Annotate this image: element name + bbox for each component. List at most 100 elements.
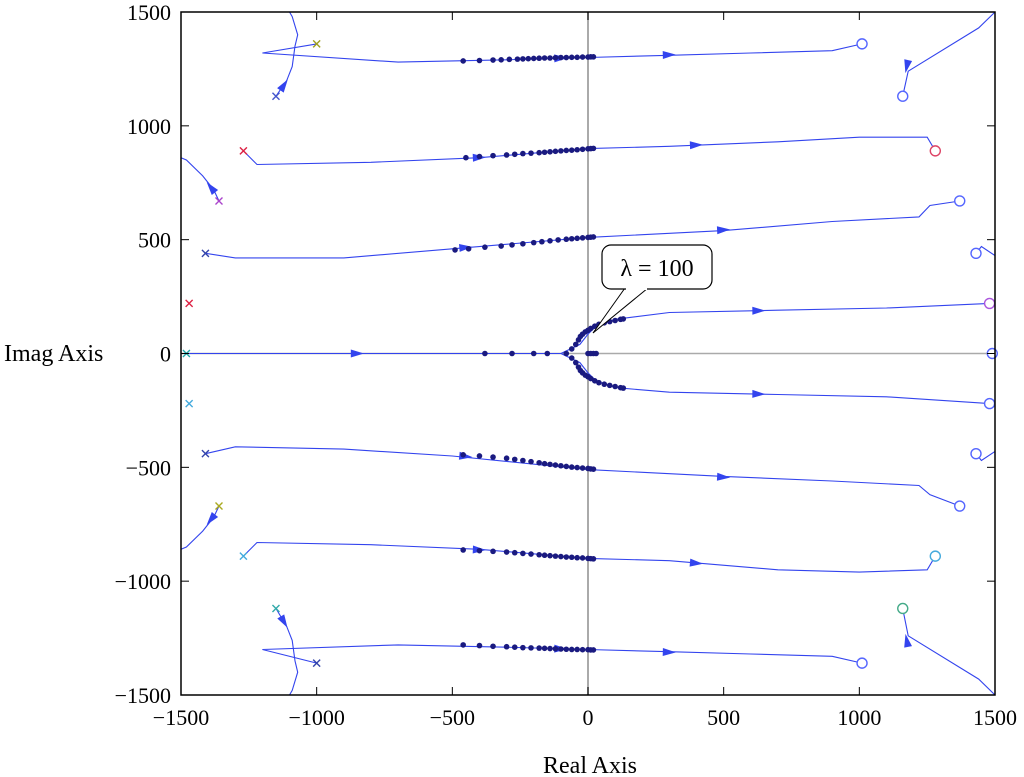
gain-point <box>574 646 580 653</box>
gain-point <box>590 54 597 60</box>
gain-point <box>563 646 570 653</box>
gain-point <box>579 465 586 471</box>
x-tick-label: 1500 <box>973 705 1017 730</box>
gain-point <box>490 643 496 650</box>
gain-point <box>590 234 597 240</box>
gain-point <box>612 383 618 390</box>
locus-branch <box>243 541 936 573</box>
gain-point <box>620 316 627 322</box>
gain-point <box>579 235 586 241</box>
direction-arrow <box>662 51 676 59</box>
direction-arrow <box>904 633 912 648</box>
pole-stroke <box>214 502 223 511</box>
gain-point <box>541 460 548 467</box>
direction-arrow <box>904 59 913 74</box>
gain-point <box>552 645 559 652</box>
gain-point <box>568 646 575 653</box>
pole-stroke <box>214 196 223 205</box>
pole-stroke <box>201 249 210 258</box>
zero-marker <box>970 447 982 460</box>
pole-stroke <box>271 604 280 613</box>
gain-point <box>544 350 551 357</box>
gain-point <box>587 325 594 332</box>
pole-marker <box>201 449 210 458</box>
gain-point <box>574 146 580 153</box>
zero-marker <box>929 550 942 562</box>
x-axis-title: Real Axis <box>543 753 637 777</box>
zero-marker <box>856 657 868 669</box>
gain-point <box>547 645 553 652</box>
zero-marker <box>954 195 966 207</box>
gain-point <box>547 238 553 244</box>
gain-point <box>520 644 526 651</box>
gain-point <box>536 645 542 651</box>
gain-point <box>558 646 564 652</box>
gain-point <box>482 244 488 250</box>
gain-point <box>563 147 570 154</box>
locus-branch <box>902 11 996 97</box>
callout-seam <box>626 287 647 290</box>
gain-point <box>490 57 496 63</box>
direction-arrow <box>689 141 704 150</box>
direction-arrow <box>206 182 219 195</box>
gain-point <box>563 463 570 470</box>
lambda-callout: λ = 100 <box>592 244 713 334</box>
x-tick-label: −1500 <box>153 705 209 730</box>
locus-branch <box>180 505 220 550</box>
pole-stroke <box>239 146 248 155</box>
gain-point <box>541 55 548 61</box>
direction-arrow <box>752 306 766 315</box>
pole-stroke <box>185 399 194 408</box>
gain-point <box>590 145 597 152</box>
gain-point <box>503 152 510 158</box>
pole-marker <box>312 39 321 48</box>
gain-point <box>476 153 483 160</box>
gain-point <box>590 647 597 653</box>
locus-branch <box>205 446 960 507</box>
gain-point <box>579 646 586 653</box>
pole-stroke <box>185 299 194 308</box>
gain-point <box>511 644 518 650</box>
gain-point <box>539 238 545 245</box>
direction-arrow <box>716 226 731 235</box>
gain-point <box>460 58 466 64</box>
gain-point <box>530 55 537 62</box>
gain-point <box>558 148 564 154</box>
zero-marker <box>897 90 909 102</box>
y-tick-label: 1000 <box>127 114 171 139</box>
gain-point <box>476 57 483 64</box>
zero-marker <box>954 500 966 512</box>
callout-box <box>601 244 713 290</box>
gain-point <box>541 645 548 652</box>
gain-point <box>536 149 542 156</box>
callout-label: λ = 100 <box>620 256 693 282</box>
gain-point <box>552 462 559 468</box>
y-tick-label: −500 <box>126 455 171 480</box>
direction-arrow <box>206 512 219 525</box>
gain-point <box>552 553 559 559</box>
gain-point <box>528 458 534 465</box>
gain-point <box>509 350 515 357</box>
gain-point <box>579 555 586 561</box>
pole-stroke <box>312 659 321 668</box>
gain-point <box>596 379 602 386</box>
pole-marker <box>239 146 248 155</box>
gain-point <box>465 245 472 252</box>
gain-point <box>574 235 580 242</box>
gain-point <box>547 148 553 155</box>
pole-stroke <box>271 92 280 101</box>
gain-point <box>528 551 534 557</box>
pole-stroke <box>239 552 248 561</box>
gain-point <box>476 547 483 554</box>
gain-point <box>574 464 580 471</box>
gain-point <box>587 375 594 382</box>
y-axis-title: Imag Axis <box>4 341 103 367</box>
gain-point <box>506 56 513 63</box>
y-tick-label: 500 <box>138 228 171 253</box>
zero-marker <box>983 297 996 310</box>
gain-point <box>612 317 618 324</box>
gain-point <box>563 350 570 357</box>
gain-point <box>503 455 510 462</box>
gain-point <box>511 549 518 556</box>
pole-marker <box>312 659 321 668</box>
